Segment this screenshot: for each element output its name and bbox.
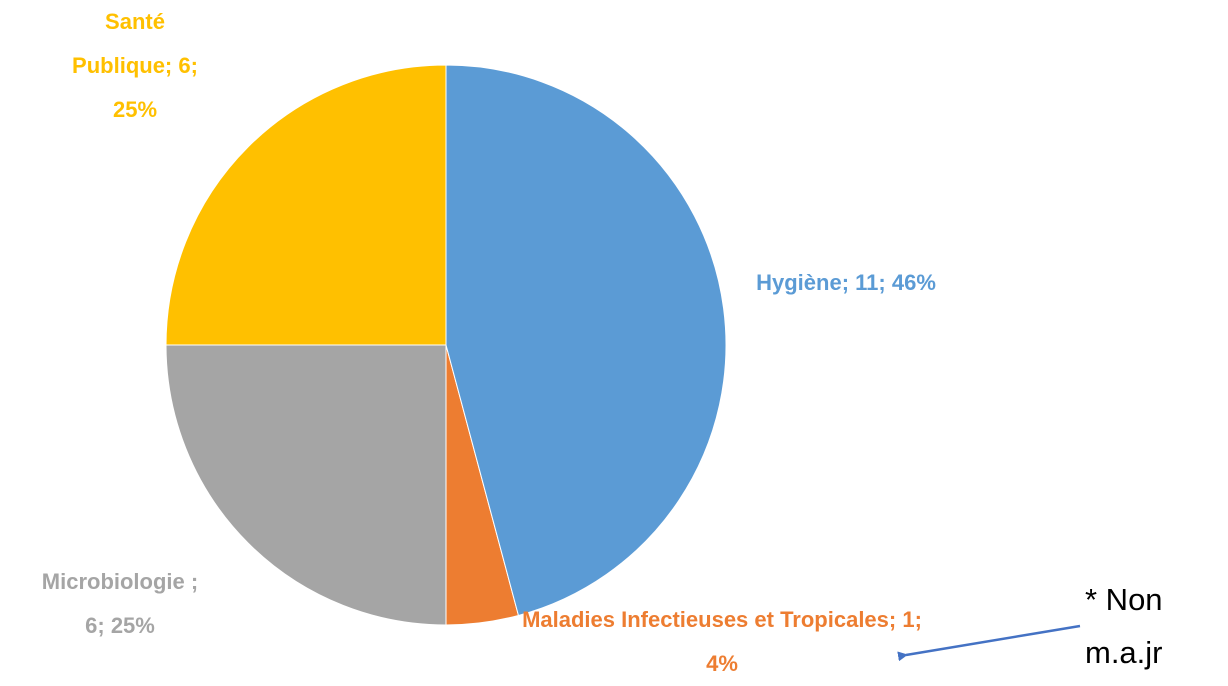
pie-slice bbox=[445, 64, 727, 617]
annotation: * Non m.a.jr bbox=[1085, 582, 1163, 670]
annotation-arrow bbox=[897, 624, 1081, 662]
data-label: Santé Publique; 6; 25% bbox=[72, 9, 198, 122]
pie-slice bbox=[165, 344, 447, 626]
data-label: Hygiène; 11; 46% bbox=[756, 270, 936, 295]
pie-slice bbox=[165, 64, 447, 346]
data-label: Microbiologie ; 6; 25% bbox=[41, 569, 199, 638]
data-label: Maladies Infectieuses et Tropicales; 1; … bbox=[522, 607, 922, 676]
